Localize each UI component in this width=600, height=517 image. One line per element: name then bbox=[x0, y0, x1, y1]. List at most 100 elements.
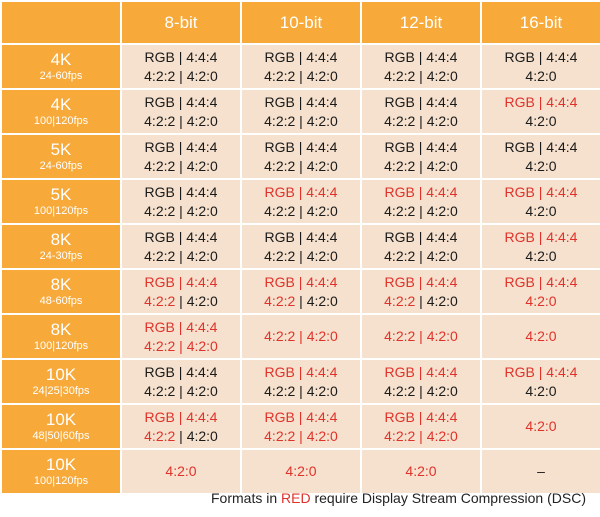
format-text: 4:2:0 bbox=[525, 157, 557, 174]
format-cell: RGB | 4:4:4 4:2:2 | 4:2:0 bbox=[122, 180, 240, 223]
dsc-format-text: 4:2:2 bbox=[384, 292, 416, 309]
framerate-label: 24-60fps bbox=[39, 70, 83, 82]
format-line: RGB | 4:4:4 bbox=[482, 138, 600, 157]
dsc-format-text: RGB | 4:4:4 bbox=[264, 408, 338, 425]
format-line: RGB | 4:4:4 bbox=[362, 93, 480, 112]
format-text: | 4:2:0 bbox=[175, 427, 218, 444]
format-line: 4:2:2 | 4:2:0 bbox=[122, 382, 240, 401]
format-line: 4:2:2 | 4:2:0 bbox=[242, 327, 360, 346]
format-text: RGB | 4:4:4 bbox=[144, 363, 218, 380]
dsc-caption: Formats in RED require Display Stream Co… bbox=[0, 490, 586, 506]
dsc-format-text: RGB | 4:4:4 bbox=[384, 408, 458, 425]
format-line: RGB | 4:4:4 bbox=[362, 408, 480, 427]
format-text: 4:2:2 | 4:2:0 bbox=[384, 247, 458, 264]
format-cell: RGB | 4:4:4 4:2:2 | 4:2:0 bbox=[242, 225, 360, 268]
format-text: | 4:2:0 bbox=[295, 292, 338, 309]
format-cell: RGB | 4:4:4 4:2:0 bbox=[482, 180, 600, 223]
dsc-format-text: 4:2:2 | 4:2:0 bbox=[384, 328, 458, 344]
corner-cell bbox=[2, 2, 120, 43]
format-cell: RGB | 4:4:4 4:2:2 | 4:2:0 bbox=[122, 135, 240, 178]
format-text: RGB | 4:4:4 bbox=[144, 183, 218, 200]
format-cell: RGB | 4:4:4 4:2:0 bbox=[482, 360, 600, 403]
format-line: RGB | 4:4:4 bbox=[122, 228, 240, 247]
dsc-format-text: 4:2:0 bbox=[525, 328, 557, 344]
format-cell: 4:2:2 | 4:2:0 bbox=[362, 315, 480, 358]
framerate-label: 48|50|60fps bbox=[32, 430, 90, 442]
format-text: 4:2:2 | 4:2:0 bbox=[384, 112, 458, 129]
row-header: 4K 24-60fps bbox=[2, 45, 120, 88]
dsc-format-text: RGB | 4:4:4 bbox=[264, 183, 338, 200]
dsc-format-text: 4:2:2 | 4:2:0 bbox=[264, 328, 338, 344]
dsc-format-text: 4:2:2 bbox=[144, 292, 176, 309]
table-row: 10K 24|25|30fps RGB | 4:4:4 4:2:2 | 4:2:0 RG… bbox=[2, 360, 600, 403]
format-line: RGB | 4:4:4 bbox=[122, 48, 240, 67]
format-line: 4:2:2 | 4:2:0 bbox=[122, 202, 240, 221]
resolution-label: 10K bbox=[45, 455, 77, 474]
format-line: 4:2:2 | 4:2:0 bbox=[242, 112, 360, 131]
resolution-label: 10K bbox=[45, 365, 77, 384]
table-row: 10K 100|120fps 4:2:0 4:2:0 4:2:0 – bbox=[2, 450, 600, 493]
format-line: RGB | 4:4:4 bbox=[242, 228, 360, 247]
table-row: 5K 24-60fps RGB | 4:4:4 4:2:2 | 4:2:0 RGB | … bbox=[2, 135, 600, 178]
format-cell: RGB | 4:4:4 4:2:2 | 4:2:0 bbox=[242, 270, 360, 313]
format-line: 4:2:2 | 4:2:0 bbox=[362, 202, 480, 221]
row-header: 8K 48-60fps bbox=[2, 270, 120, 313]
format-line: 4:2:0 bbox=[122, 462, 240, 481]
format-text: 4:2:2 | 4:2:0 bbox=[264, 202, 338, 219]
format-line: 4:2:2 | 4:2:0 bbox=[242, 67, 360, 86]
dsc-format-text: RGB | 4:4:4 bbox=[504, 273, 578, 290]
caption-text-before: Formats in bbox=[211, 490, 282, 506]
format-line: 4:2:2 | 4:2:0 bbox=[122, 427, 240, 446]
format-text: | 4:2:0 bbox=[175, 292, 218, 309]
format-text: 4:2:0 bbox=[525, 382, 557, 399]
row-header: 5K 24-60fps bbox=[2, 135, 120, 178]
format-text: 4:2:2 | 4:2:0 bbox=[384, 157, 458, 174]
table-row: 10K 48|50|60fps RGB | 4:4:4 4:2:2 | 4:2:0 RG… bbox=[2, 405, 600, 448]
format-text: 4:2:2 | 4:2:0 bbox=[384, 202, 458, 219]
dsc-format-text: RGB | 4:4:4 bbox=[384, 273, 458, 290]
dsc-format-text: RGB | 4:4:4 bbox=[504, 363, 578, 380]
format-cell: RGB | 4:4:4 4:2:2 | 4:2:0 bbox=[242, 90, 360, 133]
format-line: RGB | 4:4:4 bbox=[122, 183, 240, 202]
dsc-format-text: RGB | 4:4:4 bbox=[504, 183, 578, 200]
dsc-format-text: 4:2:0 bbox=[525, 418, 557, 434]
format-cell: RGB | 4:4:4 4:2:2 | 4:2:0 bbox=[362, 225, 480, 268]
format-line: RGB | 4:4:4 bbox=[362, 48, 480, 67]
format-line: RGB | 4:4:4 bbox=[482, 48, 600, 67]
dsc-format-text: 4:2:2 | 4:2:0 bbox=[384, 427, 458, 444]
format-cell: 4:2:0 bbox=[362, 450, 480, 493]
framerate-label: 100|120fps bbox=[33, 205, 89, 217]
format-cell: RGB | 4:4:4 4:2:2 | 4:2:0 bbox=[362, 90, 480, 133]
format-text: 4:2:2 | 4:2:0 bbox=[264, 247, 338, 264]
table-body: 4K 24-60fps RGB | 4:4:4 4:2:2 | 4:2:0 RGB | … bbox=[2, 45, 600, 493]
framerate-label: 48-60fps bbox=[39, 295, 83, 307]
framerate-label: 24-30fps bbox=[39, 250, 83, 262]
table-row: 8K 100|120fps RGB | 4:4:4 4:2:2 | 4:2:0 4:2:… bbox=[2, 315, 600, 358]
format-line: 4:2:2 | 4:2:0 bbox=[122, 292, 240, 311]
dsc-format-text: 4:2:0 bbox=[285, 463, 317, 479]
format-cell: 4:2:0 bbox=[122, 450, 240, 493]
format-text: RGB | 4:4:4 bbox=[144, 93, 218, 110]
format-text: – bbox=[537, 463, 545, 479]
format-text: 4:2:2 | 4:2:0 bbox=[264, 157, 338, 174]
format-cell: RGB | 4:4:4 4:2:2 | 4:2:0 bbox=[122, 405, 240, 448]
format-text: 4:2:2 | 4:2:0 bbox=[144, 247, 218, 264]
format-cell: RGB | 4:4:4 4:2:0 bbox=[482, 90, 600, 133]
resolution-label: 5K bbox=[50, 140, 72, 159]
framerate-label: 100|120fps bbox=[33, 115, 89, 127]
format-cell: RGB | 4:4:4 4:2:2 | 4:2:0 bbox=[242, 45, 360, 88]
dsc-format-text: RGB | 4:4:4 bbox=[504, 228, 578, 245]
format-line: RGB | 4:4:4 bbox=[362, 183, 480, 202]
format-text: RGB | 4:4:4 bbox=[144, 138, 218, 155]
format-line: RGB | 4:4:4 bbox=[482, 363, 600, 382]
dsc-format-text: RGB | 4:4:4 bbox=[384, 183, 458, 200]
format-cell: RGB | 4:4:4 4:2:2 | 4:2:0 bbox=[242, 405, 360, 448]
format-line: RGB | 4:4:4 bbox=[482, 273, 600, 292]
table-row: 5K 100|120fps RGB | 4:4:4 4:2:2 | 4:2:0 RGB … bbox=[2, 180, 600, 223]
format-line: 4:2:0 bbox=[482, 382, 600, 401]
resolution-label: 4K bbox=[50, 95, 72, 114]
format-line: 4:2:2 | 4:2:0 bbox=[242, 157, 360, 176]
format-text: RGB | 4:4:4 bbox=[264, 48, 338, 65]
row-header: 10K 24|25|30fps bbox=[2, 360, 120, 403]
row-header: 8K 24-30fps bbox=[2, 225, 120, 268]
